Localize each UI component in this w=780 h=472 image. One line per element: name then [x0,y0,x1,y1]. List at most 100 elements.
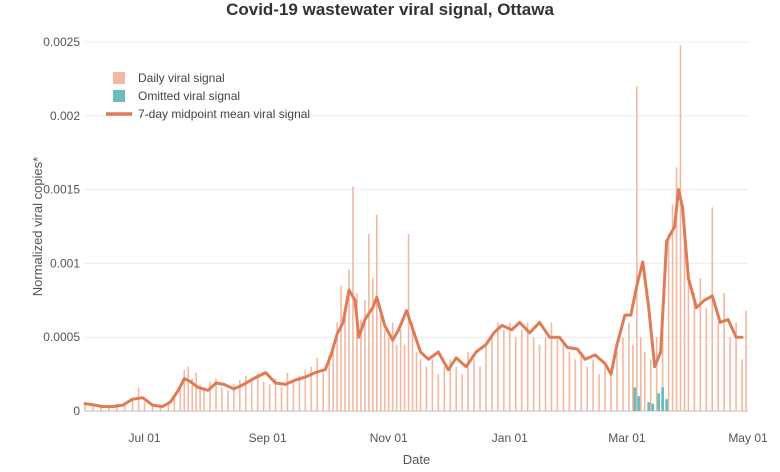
omitted-bar [647,402,651,411]
daily-bar [368,233,370,411]
daily-bar [586,366,589,411]
daily-bar [467,351,469,411]
x-tick-label: Nov 01 [370,431,408,445]
daily-bar [274,378,277,411]
daily-bar [209,381,211,411]
daily-bar [372,278,374,411]
y-tick-label: 0.0025 [43,35,80,49]
daily-bar [239,380,241,411]
daily-bar [562,344,565,411]
daily-bar [636,86,638,411]
daily-bar [679,44,682,412]
daily-bar [699,278,702,411]
legend-item-omitted[interactable]: Omitted viral signal [113,89,240,103]
y-tick-label: 0 [73,404,80,418]
daily-bar [179,384,182,411]
daily-bar [221,387,223,411]
omitted-bar [637,396,641,411]
daily-bar [628,322,630,411]
daily-bar [123,405,126,411]
daily-bar [173,396,176,411]
legend-swatch [113,72,125,84]
daily-bar [526,322,529,411]
legend-swatch [113,90,125,102]
daily-bar [344,307,346,411]
daily-bar [491,337,493,411]
daily-bar [717,322,720,411]
daily-bar [437,374,440,411]
daily-bar [304,369,307,411]
omitted-bar [633,387,637,411]
x-tick-label: Mar 01 [608,431,646,445]
omitted-bar [665,399,669,411]
daily-bar [383,329,386,411]
omitted-bar [661,387,665,411]
x-axis-title: Date [403,452,430,467]
legend-label: 7-day midpoint mean viral signal [138,107,310,121]
daily-bar [399,329,402,411]
daily-bar [167,405,170,411]
daily-bar [604,366,606,411]
daily-bar [711,207,714,411]
daily-bar [622,337,624,411]
legend-label: Omitted viral signal [138,89,240,103]
legend-item-mean[interactable]: 7-day midpoint mean viral signal [106,107,310,121]
daily-bar [183,369,186,411]
legend[interactable]: Daily viral signal Omitted viral signal 7-… [106,71,310,121]
y-tick-label: 0.001 [50,256,80,270]
daily-bar [151,403,154,411]
daily-bars [84,44,747,412]
daily-bar [632,344,634,411]
daily-bar [199,384,201,411]
x-axis-ticks: Jul 01 Sep 01 Nov 01 Jan 01 Mar 01 May 01 [129,431,768,445]
omitted-bar [651,403,655,411]
mean-line-group [83,188,744,409]
daily-bar [473,359,475,411]
x-tick-label: May 01 [728,431,768,445]
daily-bar [640,337,642,411]
daily-bar [598,374,600,411]
daily-bar [159,406,162,411]
daily-bar [407,233,410,411]
legend-item-daily[interactable]: Daily viral signal [113,71,225,85]
daily-bar [693,292,696,411]
daily-bar [735,322,737,411]
daily-bar [375,214,378,411]
x-tick-label: Jan 01 [492,431,528,445]
daily-bar [100,406,102,411]
daily-bar [520,329,523,411]
legend-label: Daily viral signal [138,71,225,85]
daily-bar [195,372,197,411]
daily-bar [227,390,229,411]
daily-bar [503,329,505,411]
daily-bar [455,366,458,411]
daily-bar [485,344,487,411]
daily-bar [643,351,646,411]
daily-bar [497,322,499,411]
daily-bar [233,384,235,411]
y-axis-ticks: 0 0.0005 0.001 0.0015 0.002 0.0025 [43,35,80,418]
daily-bar [675,167,678,411]
omitted-bars [633,387,669,411]
daily-bar [387,337,390,411]
daily-bar [250,378,253,411]
daily-bar [508,322,511,411]
daily-bar [336,322,338,411]
daily-bar [203,387,205,411]
chart-title: Covid-19 wastewater viral signal, Ottawa [226,0,554,19]
y-tick-label: 0.0015 [43,183,80,197]
daily-bar [244,375,247,411]
daily-bar [568,351,571,411]
daily-bar [391,322,394,411]
y-tick-label: 0.0005 [43,330,80,344]
daily-bar [262,381,265,411]
daily-bar [332,346,334,411]
mean-line [83,188,744,409]
y-tick-label: 0.002 [50,109,80,123]
daily-bar [256,372,259,411]
daily-bar [395,344,398,411]
daily-bar [667,233,670,411]
daily-bar [544,337,547,411]
daily-bar [574,359,577,411]
